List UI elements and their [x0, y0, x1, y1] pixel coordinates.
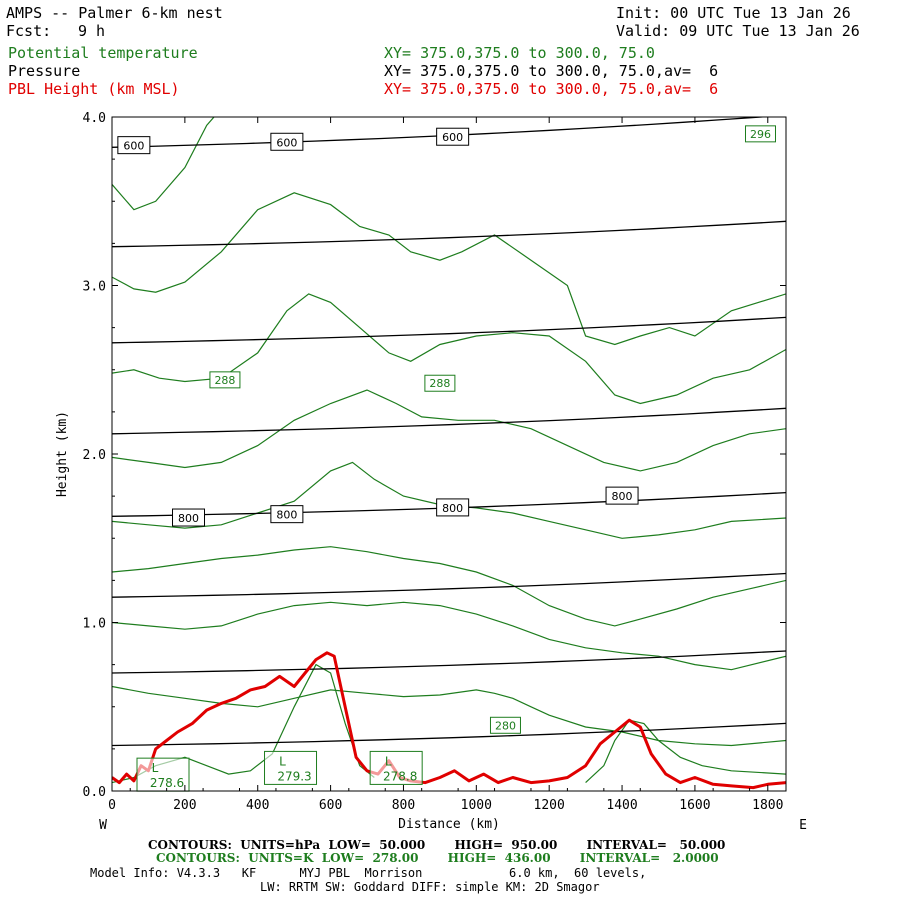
- theta-label-box: [489, 716, 521, 734]
- pressure-label-box: [117, 136, 151, 155]
- pressure-label: 800: [612, 490, 633, 503]
- forecast-value: 9 h: [78, 22, 106, 40]
- x-tick-label: 1400: [606, 798, 637, 813]
- x-tick-label: 800: [392, 798, 415, 813]
- forecast-label: Fcst:: [6, 22, 52, 40]
- x-axis-label: Distance (km): [398, 817, 500, 832]
- theta-contour: [112, 389, 786, 472]
- init-time: Init: 00 UTC Tue 13 Jan 26: [616, 4, 851, 22]
- low-label-box: [264, 750, 318, 785]
- low-label-value: 278.8: [383, 769, 417, 783]
- pressure-contour: [112, 407, 786, 435]
- pressure-label-box: [436, 127, 470, 146]
- chart-title: AMPS -- Palmer 6-km nest: [6, 4, 223, 22]
- pressure-contour: [112, 316, 786, 344]
- low-label-box: [136, 757, 190, 792]
- valid-time: Valid: 09 UTC Tue 13 Jan 26: [616, 22, 860, 40]
- x-tick-label: 600: [319, 798, 342, 813]
- pressure-label: 600: [276, 136, 297, 149]
- y-tick-label: 0.0: [83, 785, 106, 800]
- pressure-contour: [112, 722, 786, 747]
- low-label-box: [369, 750, 423, 785]
- field-pbl-name: PBL Height (km MSL): [8, 80, 180, 98]
- x-tick-label: 1800: [752, 798, 783, 813]
- pressure-label-box: [172, 508, 206, 527]
- theta-contour: [112, 192, 786, 346]
- x-tick-label: 200: [173, 798, 196, 813]
- x-tick-label: 1000: [461, 798, 492, 813]
- theta-label-box: [744, 125, 776, 143]
- theta-label-box: [424, 374, 456, 392]
- low-label-letter: L: [152, 761, 159, 775]
- footer-model-info: Model Info: V4.3.3 KF MYJ PBL Morrison 6…: [90, 866, 647, 880]
- pressure-contour: [112, 572, 786, 598]
- theta-contour: [112, 685, 786, 747]
- pressure-label-box: [605, 486, 639, 505]
- theta-label: 296: [750, 128, 771, 141]
- pressure-contour: [112, 650, 786, 674]
- y-axis-label: Height (km): [55, 411, 70, 497]
- theta-contour: [112, 461, 786, 539]
- plot-frame: [111, 116, 787, 792]
- field-theta-name: Potential temperature: [8, 44, 198, 62]
- theta-contour: [112, 546, 786, 627]
- field-pressure-name: Pressure: [8, 62, 81, 80]
- pressure-label-box: [270, 505, 304, 524]
- low-label-value: 279.3: [277, 769, 311, 783]
- theta-contour: [112, 117, 215, 211]
- pressure-label: 800: [442, 502, 463, 515]
- pressure-label: 600: [123, 140, 144, 153]
- theta-contour: [585, 719, 786, 784]
- pressure-label: 800: [276, 509, 297, 522]
- y-tick-label: 2.0: [83, 448, 106, 463]
- field-pbl-xy: XY= 375.0,375.0 to 300.0, 75.0,av= 6: [384, 80, 719, 98]
- low-label-value: 278.6: [150, 776, 184, 790]
- pressure-contour: [112, 220, 786, 248]
- field-theta-xy: XY= 375.0,375.0 to 300.0, 75.0: [384, 44, 655, 62]
- x-tick-label: 1200: [534, 798, 565, 813]
- footer-pressure-contours: CONTOURS: UNITS=hPa LOW= 50.000 HIGH= 95…: [148, 838, 726, 852]
- footer-model-info-2: LW: RRTM SW: Goddard DIFF: simple KM: 2D…: [260, 880, 600, 894]
- x-tick-label: 400: [246, 798, 269, 813]
- y-tick-label: 4.0: [83, 111, 106, 126]
- pressure-label-box: [270, 132, 304, 151]
- pressure-label: 600: [442, 131, 463, 144]
- pressure-label: 800: [178, 512, 199, 525]
- theta-label-box: [209, 371, 241, 389]
- pbl-height-line: [112, 651, 786, 790]
- theta-label: 288: [214, 374, 235, 387]
- field-pressure-xy: XY= 375.0,375.0 to 300.0, 75.0,av= 6: [384, 62, 719, 80]
- low-label-letter: L: [279, 754, 286, 768]
- x-tick-label: 1600: [679, 798, 710, 813]
- x-tick-label: 0: [108, 798, 116, 813]
- theta-contour: [112, 601, 786, 671]
- low-label-letter: L: [385, 754, 392, 768]
- east-label: E: [799, 818, 807, 833]
- theta-contour: [112, 293, 786, 405]
- y-tick-label: 3.0: [83, 280, 106, 295]
- west-label: W: [99, 818, 107, 833]
- y-tick-label: 1.0: [83, 617, 106, 632]
- theta-label: 280: [495, 719, 516, 732]
- theta-label: 288: [429, 377, 450, 390]
- footer-theta-contours: CONTOURS: UNITS=K LOW= 278.00 HIGH= 436.…: [156, 851, 719, 865]
- pressure-label-box: [436, 498, 470, 517]
